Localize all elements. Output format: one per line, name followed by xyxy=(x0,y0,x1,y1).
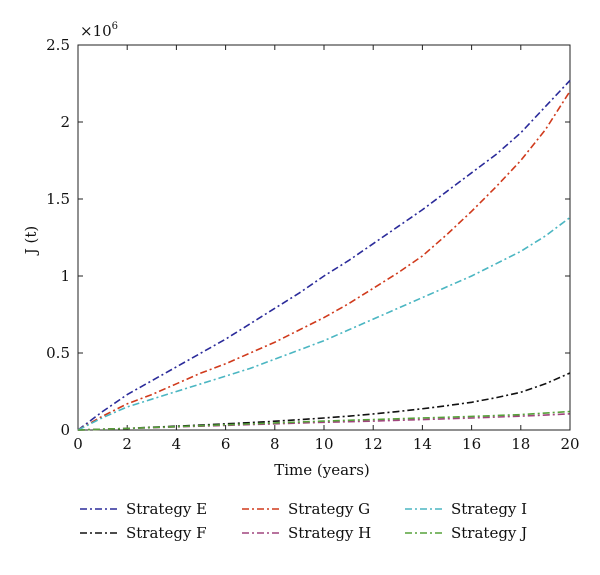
legend-label: Strategy E xyxy=(126,500,207,518)
y-tick-label: 0.5 xyxy=(46,344,70,362)
x-tick-label: 12 xyxy=(364,435,383,453)
legend-label: Strategy F xyxy=(126,524,207,542)
y-multiplier-label: ×106 xyxy=(80,21,118,40)
y-axis-label: J (t) xyxy=(22,226,40,257)
series-line-strategy-i xyxy=(77,216,571,431)
x-tick-label: 10 xyxy=(314,435,333,453)
x-tick-label: 18 xyxy=(511,435,530,453)
legend-item-strategy-e: Strategy E xyxy=(80,500,207,518)
axes: 0 2 4 6 8 10 12 14 16 18 20 0 0.5 1 1.5 2 2.5 xyxy=(46,36,579,453)
series-lines xyxy=(77,79,571,431)
y-multiplier-base: ×10 xyxy=(80,22,112,40)
legend-item-strategy-g: Strategy G xyxy=(242,500,370,518)
y-tick-label: 1 xyxy=(60,267,70,285)
series-line-strategy-h xyxy=(77,413,571,431)
x-axis-label: Time (years) xyxy=(274,461,370,479)
y-multiplier-exponent: 6 xyxy=(112,21,118,32)
x-tick-label: 4 xyxy=(172,435,182,453)
y-tick-label: 1.5 xyxy=(46,190,70,208)
x-tick-label: 0 xyxy=(73,435,83,453)
legend-item-strategy-h: Strategy H xyxy=(242,524,371,542)
legend-item-strategy-j: Strategy J xyxy=(405,524,527,542)
x-tick-label: 16 xyxy=(462,435,481,453)
plot-area xyxy=(77,44,571,431)
series-line-strategy-e xyxy=(77,79,571,431)
x-tick-label: 2 xyxy=(122,435,132,453)
legend-item-strategy-i: Strategy I xyxy=(405,500,527,518)
series-line-strategy-g xyxy=(77,90,571,431)
series-line-strategy-f xyxy=(77,372,571,431)
y-tick-label: 2 xyxy=(60,113,70,131)
legend: Strategy E Strategy G Strategy I Strategy F… xyxy=(80,500,527,542)
y-tick-label: 0 xyxy=(60,421,70,439)
x-tick-label: 8 xyxy=(270,435,280,453)
y-tick-label: 2.5 xyxy=(46,36,70,54)
legend-label: Strategy J xyxy=(451,524,527,542)
x-tick-label: 6 xyxy=(221,435,231,453)
series-line-strategy-j xyxy=(77,410,571,431)
x-tick-label: 14 xyxy=(413,435,432,453)
axis-labels: Time (years) J (t) ×106 xyxy=(22,21,370,479)
legend-item-strategy-f: Strategy F xyxy=(80,524,207,542)
legend-label: Strategy H xyxy=(288,524,371,542)
legend-label: Strategy I xyxy=(451,500,527,518)
legend-label: Strategy G xyxy=(288,500,370,518)
x-tick-label: 20 xyxy=(560,435,579,453)
plot-frame xyxy=(77,44,571,431)
